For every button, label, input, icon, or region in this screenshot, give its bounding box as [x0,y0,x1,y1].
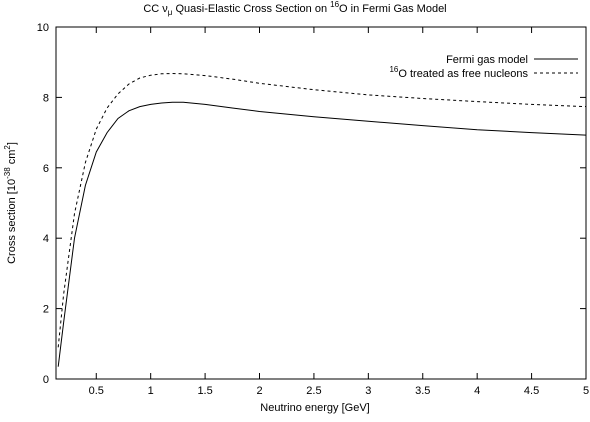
plot-frame [55,26,587,380]
y-tick-label: 2 [43,304,49,316]
chart-title-middle: Quasi-Elastic Cross Section on [172,3,330,15]
chart-title-prefix: CC ν [143,3,168,15]
y-axis-label-prefix: Cross section [10 [6,179,18,264]
chart-title-subscript: μ [168,8,173,17]
legend-label-free-nucleons-text: O treated as free nucleons [398,68,528,80]
series-line-fermi-gas [57,101,587,367]
y-axis-label-middle: cm [6,150,18,168]
y-axis-label-superscript-1: -38 [3,167,12,179]
y-axis-label: Cross section [10-38 cm2] [3,142,18,264]
x-tick-label: 2.5 [306,385,321,397]
x-tick-label: 3 [365,385,371,397]
legend: Fermi gas model 16O treated as free nucl… [389,54,578,80]
y-tick-label: 10 [37,22,49,34]
legend-label-free-nucleons-superscript: 16 [389,65,398,74]
legend-label-free-nucleons: 16O treated as free nucleons [389,65,528,80]
chart-title-superscript: 16 [330,0,339,9]
series-line-free-nucleons [57,72,587,348]
legend-label-fermi-gas: Fermi gas model [446,54,528,66]
x-tick-label: 1 [148,385,154,397]
x-tick-label: 4 [474,385,480,397]
y-tick-label: 0 [43,374,49,386]
x-tick-label: 2 [256,385,262,397]
chart-title-suffix: O in Fermi Gas Model [339,3,447,15]
x-tick-label: 0.5 [89,385,104,397]
y-tick-label: 4 [43,233,49,245]
x-axis-label: Neutrino energy [GeV] [260,402,369,414]
y-axis-label-suffix: ] [6,142,18,145]
plot-area: 0.5 1 1.5 2 2.5 3 3.5 4 4.5 5 0 2 4 6 8 10 [37,22,589,397]
y-tick-label: 8 [43,92,49,104]
y-tick-label: 6 [43,163,49,175]
x-tick-label: 5 [583,385,589,397]
y-axis-label-superscript-2: 2 [3,145,12,150]
x-tick-label: 4.5 [524,385,539,397]
chart-title: CC νμ Quasi-Elastic Cross Section on 16O… [143,0,446,17]
x-tick-label: 3.5 [415,385,430,397]
x-tick-label: 1.5 [197,385,212,397]
